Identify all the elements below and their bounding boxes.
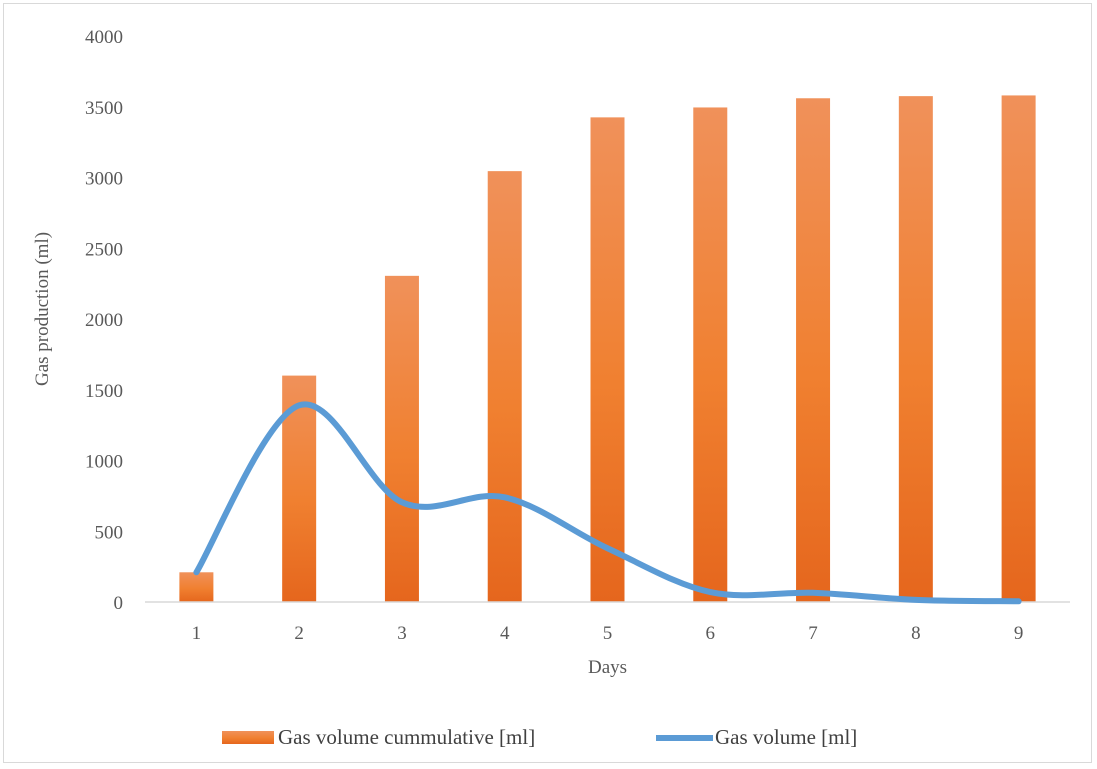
legend-label-cumulative: Gas volume cummulative [ml] xyxy=(278,725,535,749)
legend-swatch-cumulative xyxy=(222,731,274,744)
bar-day-1 xyxy=(179,572,214,602)
x-tick-label: 1 xyxy=(192,623,202,644)
bar-day-6 xyxy=(693,107,728,603)
y-tick-label: 1500 xyxy=(85,381,123,402)
bar-day-3 xyxy=(384,275,419,602)
bar-day-9 xyxy=(1001,95,1036,603)
bar-day-5 xyxy=(590,117,625,603)
y-tick-label: 500 xyxy=(95,522,124,543)
x-tick-label: 5 xyxy=(603,623,613,644)
x-tick-label: 4 xyxy=(500,623,510,644)
x-tick-label: 8 xyxy=(911,623,921,644)
x-tick-label: 2 xyxy=(294,623,304,644)
y-tick-label: 0 xyxy=(114,593,124,614)
x-tick-label: 3 xyxy=(397,623,407,644)
bar-day-4 xyxy=(487,171,522,602)
x-tick-label: 9 xyxy=(1014,623,1024,644)
y-tick-label: 1000 xyxy=(85,452,123,473)
x-tick-labels: 1 2 3 4 5 6 7 8 9 xyxy=(192,623,1024,644)
bar-series xyxy=(179,95,1036,603)
legend: Gas volume cummulative [ml] Gas volume [… xyxy=(222,725,857,749)
y-tick-labels: 0 500 1000 1500 2000 2500 3000 3500 4000 xyxy=(85,27,123,614)
y-tick-label: 4000 xyxy=(85,27,123,48)
x-axis-title: Days xyxy=(588,657,627,678)
y-tick-label: 3500 xyxy=(85,98,123,119)
bar-day-7 xyxy=(796,98,831,602)
bar-day-8 xyxy=(898,96,933,602)
y-axis-title: Gas production (ml) xyxy=(32,232,53,386)
x-tick-label: 7 xyxy=(808,623,818,644)
y-tick-label: 3000 xyxy=(85,169,123,190)
legend-label-gas-volume: Gas volume [ml] xyxy=(715,725,857,749)
y-tick-label: 2000 xyxy=(85,310,123,331)
x-tick-label: 6 xyxy=(706,623,716,644)
y-tick-label: 2500 xyxy=(85,239,123,260)
line-series-gas-volume xyxy=(193,401,1022,605)
